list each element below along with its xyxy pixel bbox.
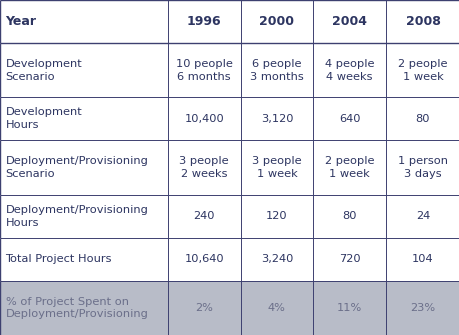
Bar [168, 140, 240, 195]
Bar [385, 0, 459, 43]
Bar [313, 43, 385, 97]
Text: 23%: 23% [409, 303, 435, 313]
Bar [385, 281, 459, 335]
Bar [313, 281, 385, 335]
Text: 10 people
6 months: 10 people 6 months [175, 59, 232, 82]
Text: 2 people
1 week: 2 people 1 week [397, 59, 447, 82]
Bar [0, 43, 168, 97]
Bar [240, 140, 313, 195]
Bar [313, 238, 385, 281]
Bar [240, 43, 313, 97]
Text: 6 people
3 months: 6 people 3 months [250, 59, 303, 82]
Bar [385, 43, 459, 97]
Bar [0, 238, 168, 281]
Text: Year: Year [6, 15, 36, 28]
Bar [385, 140, 459, 195]
Bar [240, 97, 313, 140]
Text: 24: 24 [415, 211, 429, 221]
Bar [240, 238, 313, 281]
Text: 640: 640 [338, 114, 359, 124]
Text: 120: 120 [265, 211, 287, 221]
Text: Deployment/Provisioning
Scenario: Deployment/Provisioning Scenario [6, 156, 148, 179]
Bar [168, 281, 240, 335]
Bar [313, 97, 385, 140]
Bar [0, 97, 168, 140]
Bar [0, 195, 168, 238]
Text: 1 person
3 days: 1 person 3 days [397, 156, 447, 179]
Text: 1996: 1996 [186, 15, 221, 28]
Text: 2004: 2004 [331, 15, 366, 28]
Text: Total Project Hours: Total Project Hours [6, 254, 112, 264]
Text: 720: 720 [338, 254, 360, 264]
Text: Development
Hours: Development Hours [6, 108, 82, 130]
Text: Development
Scenario: Development Scenario [6, 59, 82, 82]
Text: 3,120: 3,120 [260, 114, 292, 124]
Text: 2 people
1 week: 2 people 1 week [324, 156, 374, 179]
Text: 3,240: 3,240 [260, 254, 292, 264]
Text: 240: 240 [193, 211, 214, 221]
Text: 4 people
4 weeks: 4 people 4 weeks [324, 59, 374, 82]
Bar [0, 281, 168, 335]
Text: 2008: 2008 [405, 15, 439, 28]
Text: 3 people
1 week: 3 people 1 week [252, 156, 301, 179]
Bar [0, 140, 168, 195]
Bar [240, 195, 313, 238]
Bar [168, 195, 240, 238]
Text: 2%: 2% [195, 303, 213, 313]
Bar [0, 0, 168, 43]
Bar [240, 0, 313, 43]
Bar [168, 97, 240, 140]
Text: 80: 80 [341, 211, 356, 221]
Text: Deployment/Provisioning
Hours: Deployment/Provisioning Hours [6, 205, 148, 227]
Bar [168, 238, 240, 281]
Bar [313, 140, 385, 195]
Text: 4%: 4% [268, 303, 285, 313]
Text: 3 people
2 weeks: 3 people 2 weeks [179, 156, 229, 179]
Bar [240, 281, 313, 335]
Bar [385, 238, 459, 281]
Text: 2000: 2000 [259, 15, 294, 28]
Bar [313, 0, 385, 43]
Bar [168, 0, 240, 43]
Text: 10,640: 10,640 [184, 254, 224, 264]
Text: 11%: 11% [336, 303, 361, 313]
Text: 10,400: 10,400 [184, 114, 224, 124]
Bar [313, 195, 385, 238]
Text: % of Project Spent on
Deployment/Provisioning: % of Project Spent on Deployment/Provisi… [6, 296, 148, 319]
Bar [385, 195, 459, 238]
Text: 80: 80 [415, 114, 429, 124]
Bar [168, 43, 240, 97]
Text: 104: 104 [411, 254, 433, 264]
Bar [385, 97, 459, 140]
